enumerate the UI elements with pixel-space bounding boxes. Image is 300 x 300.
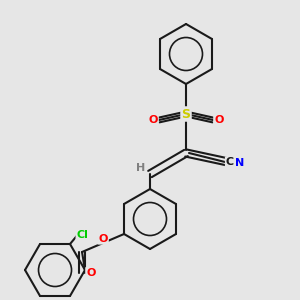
Text: S: S: [182, 107, 190, 121]
Text: O: O: [148, 115, 158, 125]
Text: H: H: [136, 163, 146, 173]
Text: O: O: [86, 268, 96, 278]
Text: C: C: [225, 157, 234, 167]
Text: N: N: [235, 158, 244, 169]
Text: O: O: [214, 115, 224, 125]
Text: O: O: [98, 233, 108, 244]
Text: Cl: Cl: [76, 230, 88, 240]
